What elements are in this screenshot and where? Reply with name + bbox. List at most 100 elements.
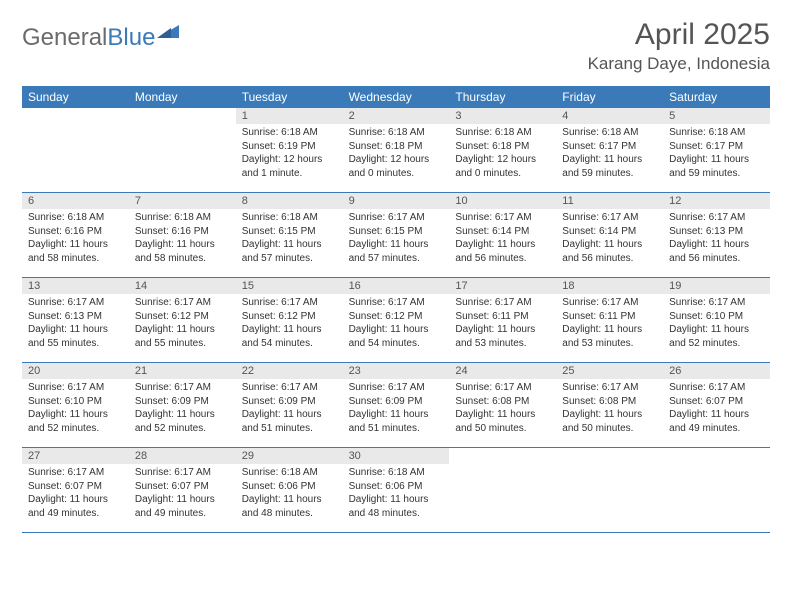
day-number: 23 (343, 363, 450, 379)
sunset-text: Sunset: 6:14 PM (562, 225, 657, 239)
logo-triangle-icon (157, 22, 179, 43)
sunset-text: Sunset: 6:08 PM (562, 395, 657, 409)
calendar-empty (663, 448, 770, 532)
day-details: Sunrise: 6:18 AMSunset: 6:17 PMDaylight:… (556, 124, 663, 184)
sunrise-text: Sunrise: 6:18 AM (562, 126, 657, 140)
weekday-header: Sunday Monday Tuesday Wednesday Thursday… (22, 86, 770, 108)
daylight-text: Daylight: 11 hours and 56 minutes. (669, 238, 764, 265)
day-number: 13 (22, 278, 129, 294)
daylight-text: Daylight: 11 hours and 56 minutes. (455, 238, 550, 265)
sunrise-text: Sunrise: 6:17 AM (349, 296, 444, 310)
calendar-week: 1Sunrise: 6:18 AMSunset: 6:19 PMDaylight… (22, 108, 770, 193)
day-number: 15 (236, 278, 343, 294)
sunset-text: Sunset: 6:17 PM (669, 140, 764, 154)
weekday-label: Tuesday (236, 86, 343, 108)
day-number: 26 (663, 363, 770, 379)
day-details: Sunrise: 6:17 AMSunset: 6:08 PMDaylight:… (449, 379, 556, 439)
day-number: 1 (236, 108, 343, 124)
calendar-empty (556, 448, 663, 532)
calendar-day: 8Sunrise: 6:18 AMSunset: 6:15 PMDaylight… (236, 193, 343, 277)
logo-word-2: Blue (107, 24, 155, 51)
sunrise-text: Sunrise: 6:17 AM (455, 211, 550, 225)
sunset-text: Sunset: 6:19 PM (242, 140, 337, 154)
calendar-week: 27Sunrise: 6:17 AMSunset: 6:07 PMDayligh… (22, 448, 770, 533)
month-title: April 2025 (588, 18, 770, 52)
calendar-week: 20Sunrise: 6:17 AMSunset: 6:10 PMDayligh… (22, 363, 770, 448)
sunset-text: Sunset: 6:17 PM (562, 140, 657, 154)
calendar-day: 1Sunrise: 6:18 AMSunset: 6:19 PMDaylight… (236, 108, 343, 192)
day-details: Sunrise: 6:18 AMSunset: 6:19 PMDaylight:… (236, 124, 343, 184)
daylight-text: Daylight: 12 hours and 0 minutes. (349, 153, 444, 180)
calendar-day: 19Sunrise: 6:17 AMSunset: 6:10 PMDayligh… (663, 278, 770, 362)
daylight-text: Daylight: 11 hours and 55 minutes. (28, 323, 123, 350)
sunset-text: Sunset: 6:10 PM (28, 395, 123, 409)
calendar-day: 13Sunrise: 6:17 AMSunset: 6:13 PMDayligh… (22, 278, 129, 362)
day-number: 21 (129, 363, 236, 379)
day-number: 5 (663, 108, 770, 124)
daylight-text: Daylight: 11 hours and 52 minutes. (135, 408, 230, 435)
sunset-text: Sunset: 6:13 PM (669, 225, 764, 239)
calendar-day: 4Sunrise: 6:18 AMSunset: 6:17 PMDaylight… (556, 108, 663, 192)
day-number: 3 (449, 108, 556, 124)
sunset-text: Sunset: 6:07 PM (135, 480, 230, 494)
daylight-text: Daylight: 11 hours and 58 minutes. (135, 238, 230, 265)
page-header: GeneralBlue April 2025 Karang Daye, Indo… (22, 18, 770, 74)
day-details: Sunrise: 6:17 AMSunset: 6:08 PMDaylight:… (556, 379, 663, 439)
calendar-day: 12Sunrise: 6:17 AMSunset: 6:13 PMDayligh… (663, 193, 770, 277)
sunrise-text: Sunrise: 6:18 AM (242, 466, 337, 480)
sunrise-text: Sunrise: 6:17 AM (135, 296, 230, 310)
sunset-text: Sunset: 6:08 PM (455, 395, 550, 409)
day-number: 16 (343, 278, 450, 294)
sunrise-text: Sunrise: 6:17 AM (562, 296, 657, 310)
day-details: Sunrise: 6:17 AMSunset: 6:12 PMDaylight:… (236, 294, 343, 354)
day-number: 29 (236, 448, 343, 464)
sunset-text: Sunset: 6:11 PM (562, 310, 657, 324)
calendar-day: 11Sunrise: 6:17 AMSunset: 6:14 PMDayligh… (556, 193, 663, 277)
day-number: 19 (663, 278, 770, 294)
sunrise-text: Sunrise: 6:17 AM (242, 296, 337, 310)
sunrise-text: Sunrise: 6:17 AM (669, 211, 764, 225)
day-details: Sunrise: 6:17 AMSunset: 6:13 PMDaylight:… (663, 209, 770, 269)
day-details: Sunrise: 6:17 AMSunset: 6:12 PMDaylight:… (129, 294, 236, 354)
sunset-text: Sunset: 6:11 PM (455, 310, 550, 324)
calendar-day: 18Sunrise: 6:17 AMSunset: 6:11 PMDayligh… (556, 278, 663, 362)
sunrise-text: Sunrise: 6:17 AM (28, 466, 123, 480)
daylight-text: Daylight: 11 hours and 54 minutes. (349, 323, 444, 350)
calendar-day: 23Sunrise: 6:17 AMSunset: 6:09 PMDayligh… (343, 363, 450, 447)
sunset-text: Sunset: 6:10 PM (669, 310, 764, 324)
day-details: Sunrise: 6:17 AMSunset: 6:10 PMDaylight:… (22, 379, 129, 439)
sunset-text: Sunset: 6:12 PM (349, 310, 444, 324)
calendar-day: 26Sunrise: 6:17 AMSunset: 6:07 PMDayligh… (663, 363, 770, 447)
sunset-text: Sunset: 6:06 PM (242, 480, 337, 494)
day-details: Sunrise: 6:17 AMSunset: 6:11 PMDaylight:… (449, 294, 556, 354)
day-details: Sunrise: 6:17 AMSunset: 6:12 PMDaylight:… (343, 294, 450, 354)
day-number: 6 (22, 193, 129, 209)
day-number: 20 (22, 363, 129, 379)
sunset-text: Sunset: 6:16 PM (28, 225, 123, 239)
daylight-text: Daylight: 11 hours and 51 minutes. (349, 408, 444, 435)
sunrise-text: Sunrise: 6:17 AM (669, 296, 764, 310)
sunrise-text: Sunrise: 6:17 AM (669, 381, 764, 395)
daylight-text: Daylight: 11 hours and 49 minutes. (28, 493, 123, 520)
weekday-label: Friday (556, 86, 663, 108)
weekday-label: Thursday (449, 86, 556, 108)
day-details: Sunrise: 6:18 AMSunset: 6:16 PMDaylight:… (22, 209, 129, 269)
calendar-week: 13Sunrise: 6:17 AMSunset: 6:13 PMDayligh… (22, 278, 770, 363)
sunset-text: Sunset: 6:15 PM (349, 225, 444, 239)
daylight-text: Daylight: 11 hours and 50 minutes. (562, 408, 657, 435)
sunrise-text: Sunrise: 6:18 AM (455, 126, 550, 140)
calendar-day: 29 Sunrise: 6:18 AMSunset: 6:06 PMDayligh… (236, 448, 343, 532)
daylight-text: Daylight: 11 hours and 53 minutes. (455, 323, 550, 350)
calendar-day: 6Sunrise: 6:18 AMSunset: 6:16 PMDaylight… (22, 193, 129, 277)
calendar: Sunday Monday Tuesday Wednesday Thursday… (22, 86, 770, 533)
day-details: Sunrise: 6:18 AMSunset: 6:16 PMDaylight:… (129, 209, 236, 269)
day-number: 7 (129, 193, 236, 209)
daylight-text: Daylight: 11 hours and 55 minutes. (135, 323, 230, 350)
sunrise-text: Sunrise: 6:18 AM (242, 126, 337, 140)
daylight-text: Daylight: 11 hours and 53 minutes. (562, 323, 657, 350)
calendar-day: 27Sunrise: 6:17 AMSunset: 6:07 PMDayligh… (22, 448, 129, 532)
calendar-day: 7Sunrise: 6:18 AMSunset: 6:16 PMDaylight… (129, 193, 236, 277)
daylight-text: Daylight: 11 hours and 48 minutes. (242, 493, 337, 520)
daylight-text: Daylight: 11 hours and 54 minutes. (242, 323, 337, 350)
sunrise-text: Sunrise: 6:17 AM (135, 381, 230, 395)
